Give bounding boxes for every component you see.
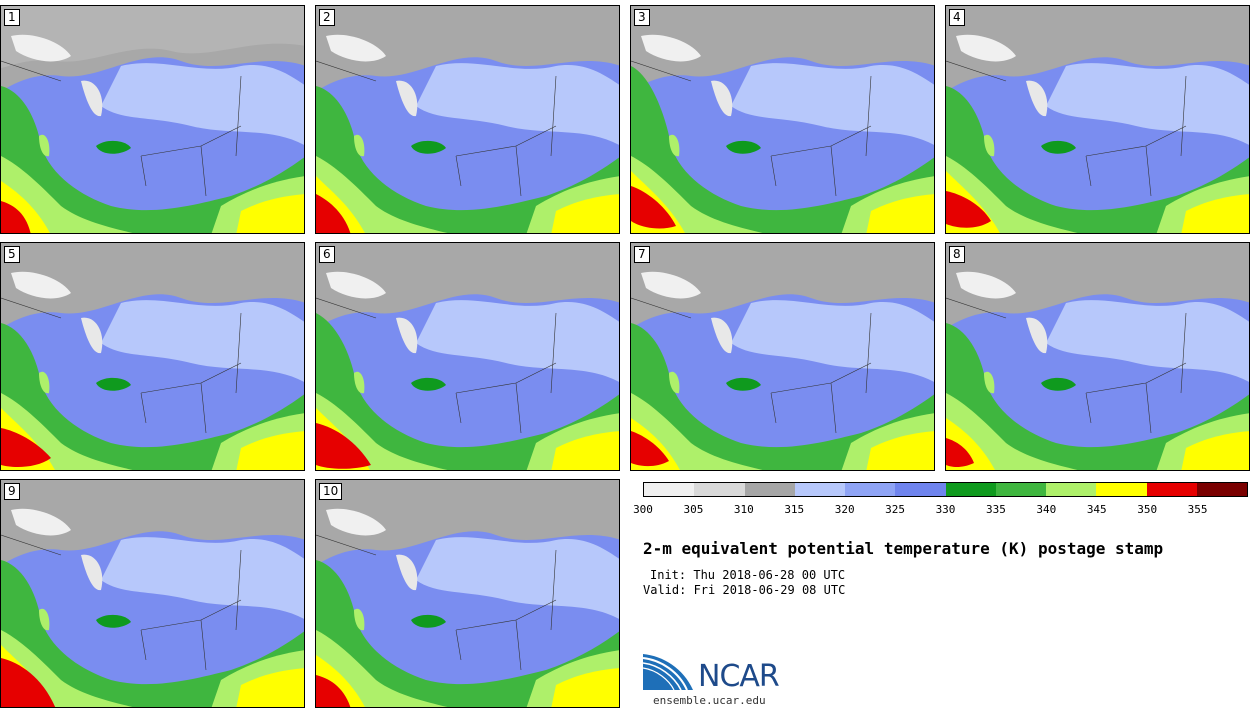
stamp-number: 5	[4, 246, 20, 263]
colorbar-segment	[744, 483, 795, 496]
ncar-logo-icon	[643, 654, 693, 691]
colorbar	[643, 482, 1248, 497]
colorbar-tick-label: 355	[1187, 503, 1208, 516]
logo-text: NCAR	[698, 659, 780, 694]
stamp-member-5: 5	[0, 242, 305, 471]
colorbar-segment	[1046, 483, 1097, 496]
colorbar-tick-label: 305	[683, 503, 704, 516]
stamp-number: 1	[4, 9, 20, 26]
stamp-member-4: 4	[945, 5, 1250, 234]
map-image	[316, 6, 619, 233]
colorbar-tick-label: 345	[1086, 503, 1107, 516]
colorbar-segment	[945, 483, 996, 496]
colorbar-segment	[895, 483, 946, 496]
stamp-number: 9	[4, 483, 20, 500]
stamp-member-6: 6	[315, 242, 620, 471]
colorbar-tick-label: 320	[834, 503, 855, 516]
stamp-number: 8	[949, 246, 965, 263]
colorbar-segment	[644, 483, 695, 496]
stamp-number: 6	[319, 246, 335, 263]
colorbar-tick-label: 340	[1036, 503, 1057, 516]
stamp-member-7: 7	[630, 242, 935, 471]
colorbar-tick-label: 300	[633, 503, 653, 516]
website-url: ensemble.ucar.edu	[653, 694, 766, 707]
colorbar-tick-label: 310	[733, 503, 754, 516]
stamp-number: 4	[949, 9, 965, 26]
init-time: Init: Thu 2018-06-28 00 UTC	[650, 568, 846, 582]
colorbar-segment	[1146, 483, 1197, 496]
stamp-member-9: 9	[0, 479, 305, 708]
stamp-member-10: 10	[315, 479, 620, 708]
colorbar-tick-label: 330	[935, 503, 956, 516]
colorbar-segment	[694, 483, 745, 496]
stamp-number: 2	[319, 9, 335, 26]
valid-time: Valid: Fri 2018-06-29 08 UTC	[643, 583, 846, 597]
colorbar-segment	[845, 483, 896, 496]
map-image	[1, 243, 304, 470]
colorbar-segment	[995, 483, 1046, 496]
map-image	[946, 243, 1249, 470]
colorbar-segment	[794, 483, 845, 496]
map-image	[631, 243, 934, 470]
stamp-member-1: 1	[0, 5, 305, 234]
colorbar-tick-label: 350	[1137, 503, 1158, 516]
colorbar-tick-label: 315	[784, 503, 805, 516]
plot-title: 2-m equivalent potential temperature (K)…	[643, 539, 1164, 558]
colorbar-tick-label: 335	[985, 503, 1006, 516]
map-image	[946, 6, 1249, 233]
colorbar-segment	[1096, 483, 1147, 496]
map-image	[631, 6, 934, 233]
colorbar-tick-label: 325	[885, 503, 906, 516]
stamp-member-3: 3	[630, 5, 935, 234]
stamp-number: 10	[319, 483, 343, 500]
map-image	[316, 480, 619, 707]
stamp-number: 3	[634, 9, 650, 26]
map-image	[1, 480, 304, 707]
map-image	[316, 243, 619, 470]
stamp-number: 7	[634, 246, 650, 263]
stamp-member-2: 2	[315, 5, 620, 234]
stamp-member-8: 8	[945, 242, 1250, 471]
map-image	[1, 6, 304, 233]
colorbar-segment	[1196, 483, 1247, 496]
